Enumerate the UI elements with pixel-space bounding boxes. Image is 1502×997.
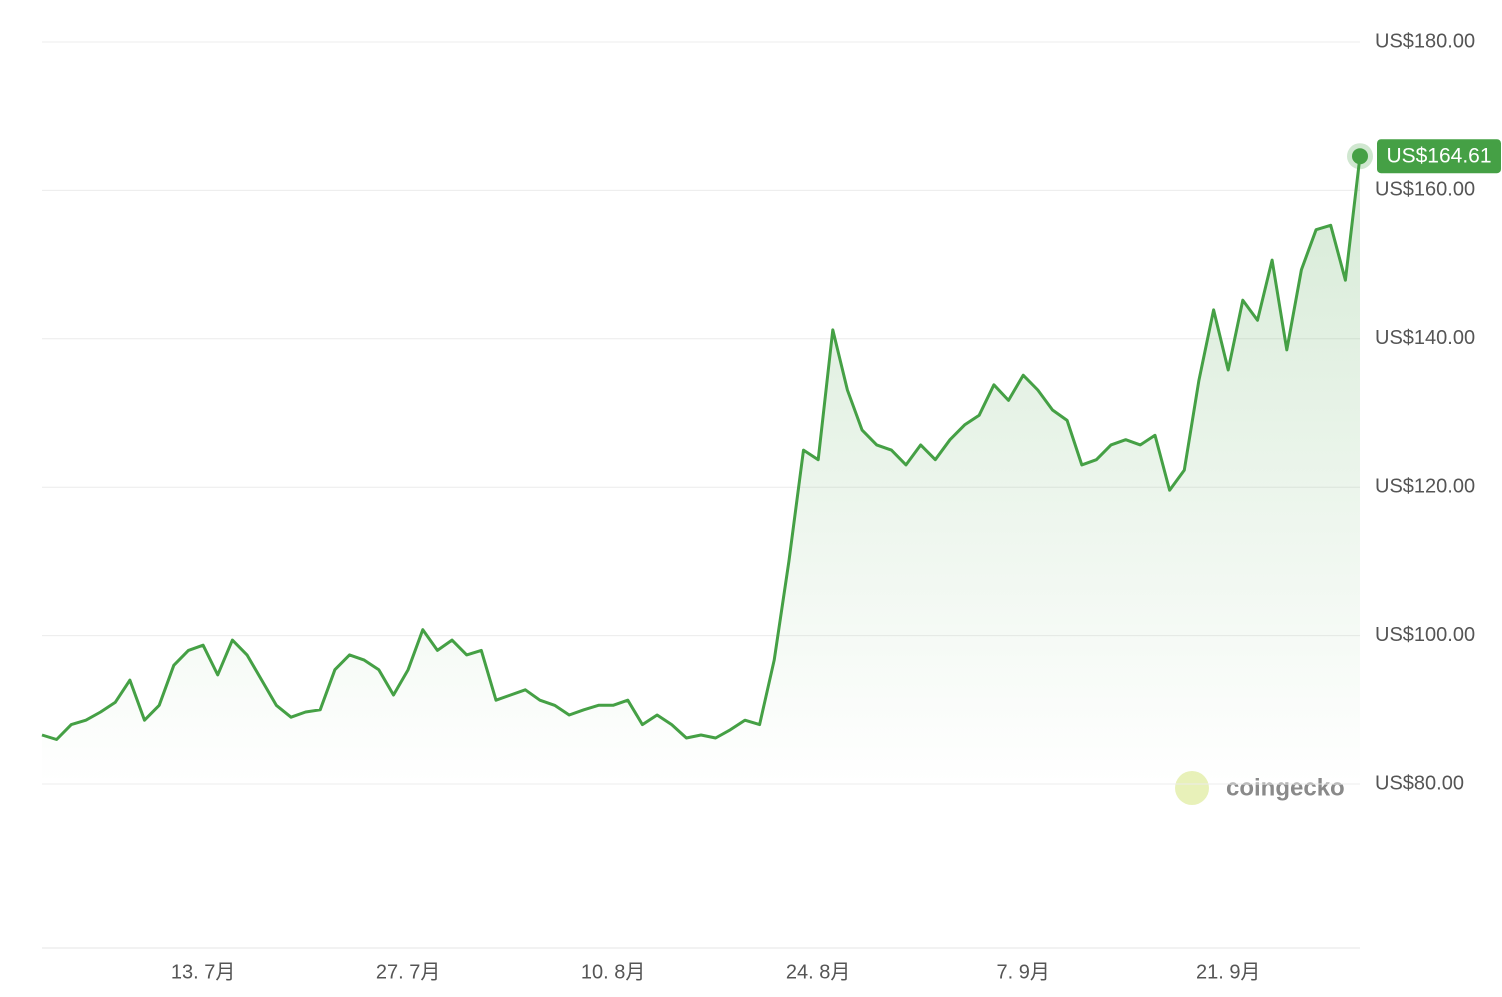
- x-tick-label: 7. 9月: [996, 961, 1049, 983]
- y-tick-label: US$120.00: [1375, 475, 1475, 497]
- area-fill: [42, 156, 1360, 784]
- x-tick-label: 21. 9月: [1196, 961, 1260, 983]
- x-tick-label: 10. 8月: [581, 961, 645, 983]
- y-tick-label: US$80.00: [1375, 772, 1464, 794]
- current-price-badge: [1377, 139, 1501, 174]
- x-tick-label: 13. 7月: [171, 961, 235, 983]
- current-price-dot: [1352, 148, 1368, 165]
- y-tick-label: US$160.00: [1375, 179, 1475, 201]
- price-line: [41, 156, 1362, 741]
- x-tick-label: 24. 8月: [786, 961, 850, 983]
- y-tick-label: US$100.00: [1375, 624, 1475, 646]
- y-tick-label: US$140.00: [1375, 327, 1475, 349]
- current-price-label: US$164.61: [1386, 145, 1491, 168]
- x-tick-label: 27. 7月: [376, 961, 440, 983]
- y-tick-label: US$180.00: [1375, 30, 1475, 52]
